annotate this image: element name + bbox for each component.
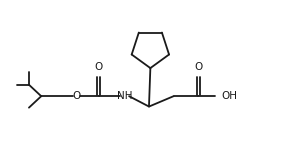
Text: O: O bbox=[94, 62, 103, 72]
Text: NH: NH bbox=[117, 91, 132, 101]
Text: OH: OH bbox=[221, 91, 237, 101]
Text: O: O bbox=[73, 91, 81, 101]
Text: O: O bbox=[194, 62, 202, 72]
